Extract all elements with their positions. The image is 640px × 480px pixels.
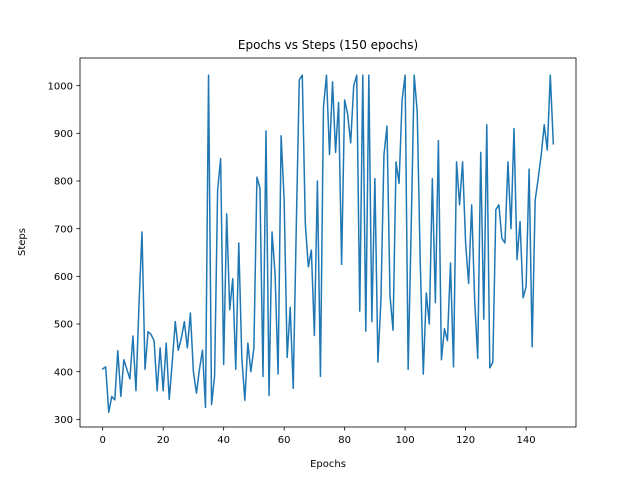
y-tick-label-1000: 1000	[48, 81, 73, 92]
y-tick-label-800: 800	[54, 177, 73, 188]
y-tick-label-500: 500	[54, 320, 73, 331]
x-tick-label-80: 80	[338, 435, 351, 446]
y-axis-label: Steps	[17, 228, 28, 256]
x-axis-label: Epochs	[310, 459, 346, 470]
y-tick-label-400: 400	[54, 367, 73, 378]
x-tick-label-140: 140	[517, 435, 536, 446]
plot-area: 0 20 40 60 80 100 120 140 300 400 500 600 700 800 900 1…	[48, 57, 577, 446]
y-tick-label-600: 600	[54, 272, 73, 283]
x-tick-label-100: 100	[396, 435, 415, 446]
x-tick-label-60: 60	[278, 435, 291, 446]
x-tick-label-20: 20	[157, 435, 170, 446]
series-line-0	[101, 74, 555, 413]
y-tick-label-300: 300	[54, 415, 73, 426]
axes-frame	[79, 57, 577, 428]
y-tick-label-700: 700	[54, 224, 73, 235]
y-tick-label-900: 900	[54, 129, 73, 140]
x-tick-label-120: 120	[456, 435, 475, 446]
chart-title: Epochs vs Steps (150 epochs)	[238, 38, 418, 52]
x-tick-label-0: 0	[99, 435, 105, 446]
x-tick-label-40: 40	[217, 435, 230, 446]
